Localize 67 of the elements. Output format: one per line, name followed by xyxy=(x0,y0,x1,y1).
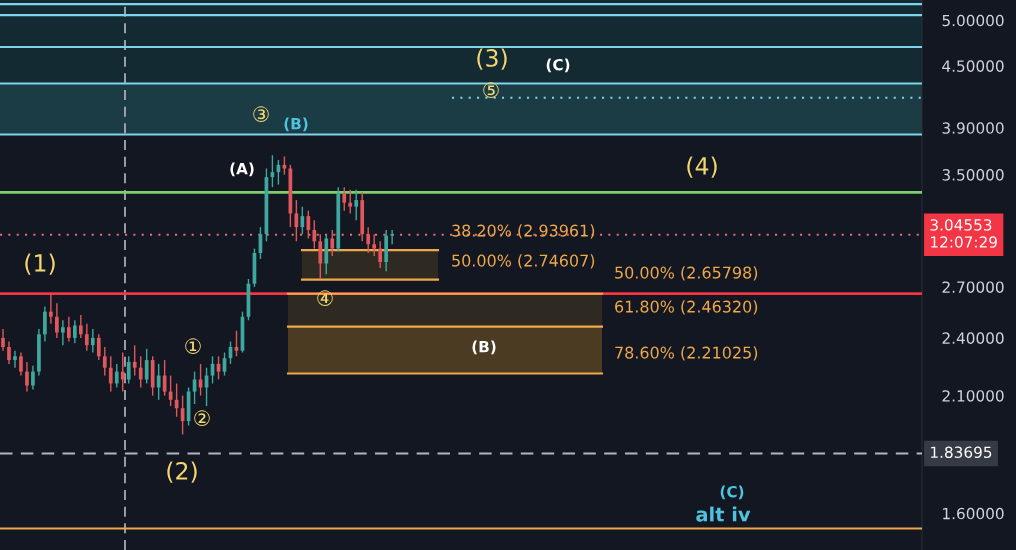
y-tick-label: 2.70000 xyxy=(942,281,1004,293)
candlestick xyxy=(66,316,71,343)
ref-line-label: 78.60% (2.21025) xyxy=(615,346,758,361)
candlestick xyxy=(132,344,137,377)
candlestick xyxy=(300,205,305,235)
candlestick xyxy=(61,319,65,346)
candlestick xyxy=(126,355,131,385)
candlestick xyxy=(312,219,317,250)
annotation: ④ xyxy=(317,290,333,306)
annotation: (C) xyxy=(720,485,744,500)
candlestick xyxy=(84,322,89,352)
ref-line-label: 3.04553 12:07:29 xyxy=(930,219,997,248)
annotation: (2) xyxy=(167,461,197,483)
annotation: (B) xyxy=(472,340,496,355)
candlestick xyxy=(138,355,143,389)
annotation: ⑤ xyxy=(483,82,499,98)
candlestick xyxy=(156,363,161,401)
y-tick-label: 3.90000 xyxy=(942,122,1004,134)
candlestick xyxy=(120,351,125,393)
ref-line-label: 1.83695 xyxy=(931,446,992,459)
y-tick-label: 5.00000 xyxy=(942,14,1004,27)
candlestick xyxy=(318,233,323,280)
annotation: (1) xyxy=(25,253,55,275)
candlestick xyxy=(354,189,359,221)
candlestick xyxy=(13,349,17,369)
annotation: (A) xyxy=(230,162,254,177)
y-tick-label: 3.50000 xyxy=(942,169,1004,181)
ref-line-label: 38.20% (2.93961) xyxy=(452,224,595,239)
y-tick-label: 1.60000 xyxy=(943,507,1004,520)
candlestick xyxy=(348,189,353,215)
annotation: (C) xyxy=(546,58,570,73)
candlestick xyxy=(49,292,53,325)
candlestick xyxy=(1,328,5,352)
annotation: (B) xyxy=(284,117,308,132)
candlestick xyxy=(25,361,29,393)
candlestick xyxy=(19,351,23,377)
candlestick xyxy=(90,328,95,354)
candlestick xyxy=(31,365,35,391)
y-tick-label: 2.40000 xyxy=(942,332,1004,344)
annotation: (3) xyxy=(477,48,507,70)
candlestick xyxy=(372,233,377,257)
candlestick xyxy=(342,186,347,212)
candlestick xyxy=(55,302,59,339)
candlestick xyxy=(366,226,371,254)
ref-line-label: 50.00% (2.65798) xyxy=(615,266,758,281)
candlestick xyxy=(78,314,83,339)
candlestick xyxy=(144,348,149,385)
candlestick xyxy=(390,229,395,245)
candlestick xyxy=(7,340,11,365)
y-tick-label: 2.10000 xyxy=(942,390,1004,402)
candlestick xyxy=(330,229,335,257)
annotation: ③ xyxy=(253,106,269,122)
annotation: (4) xyxy=(687,156,717,178)
candlestick xyxy=(114,363,119,389)
annotation: ① xyxy=(185,338,201,354)
annotation: alt iv xyxy=(696,506,751,522)
annotation: ② xyxy=(194,410,210,426)
candlestick xyxy=(43,305,47,343)
candlestick xyxy=(378,240,383,269)
ref-line-label: 50.00% (2.74607) xyxy=(452,254,595,269)
candlestick xyxy=(96,333,101,361)
y-tick-label: 4.50000 xyxy=(942,60,1004,72)
candlestick xyxy=(72,319,77,345)
candlestick xyxy=(306,210,311,240)
candlestick xyxy=(108,355,113,393)
ref-line-label: 61.80% (2.46320) xyxy=(615,300,758,315)
candlestick xyxy=(102,346,107,377)
